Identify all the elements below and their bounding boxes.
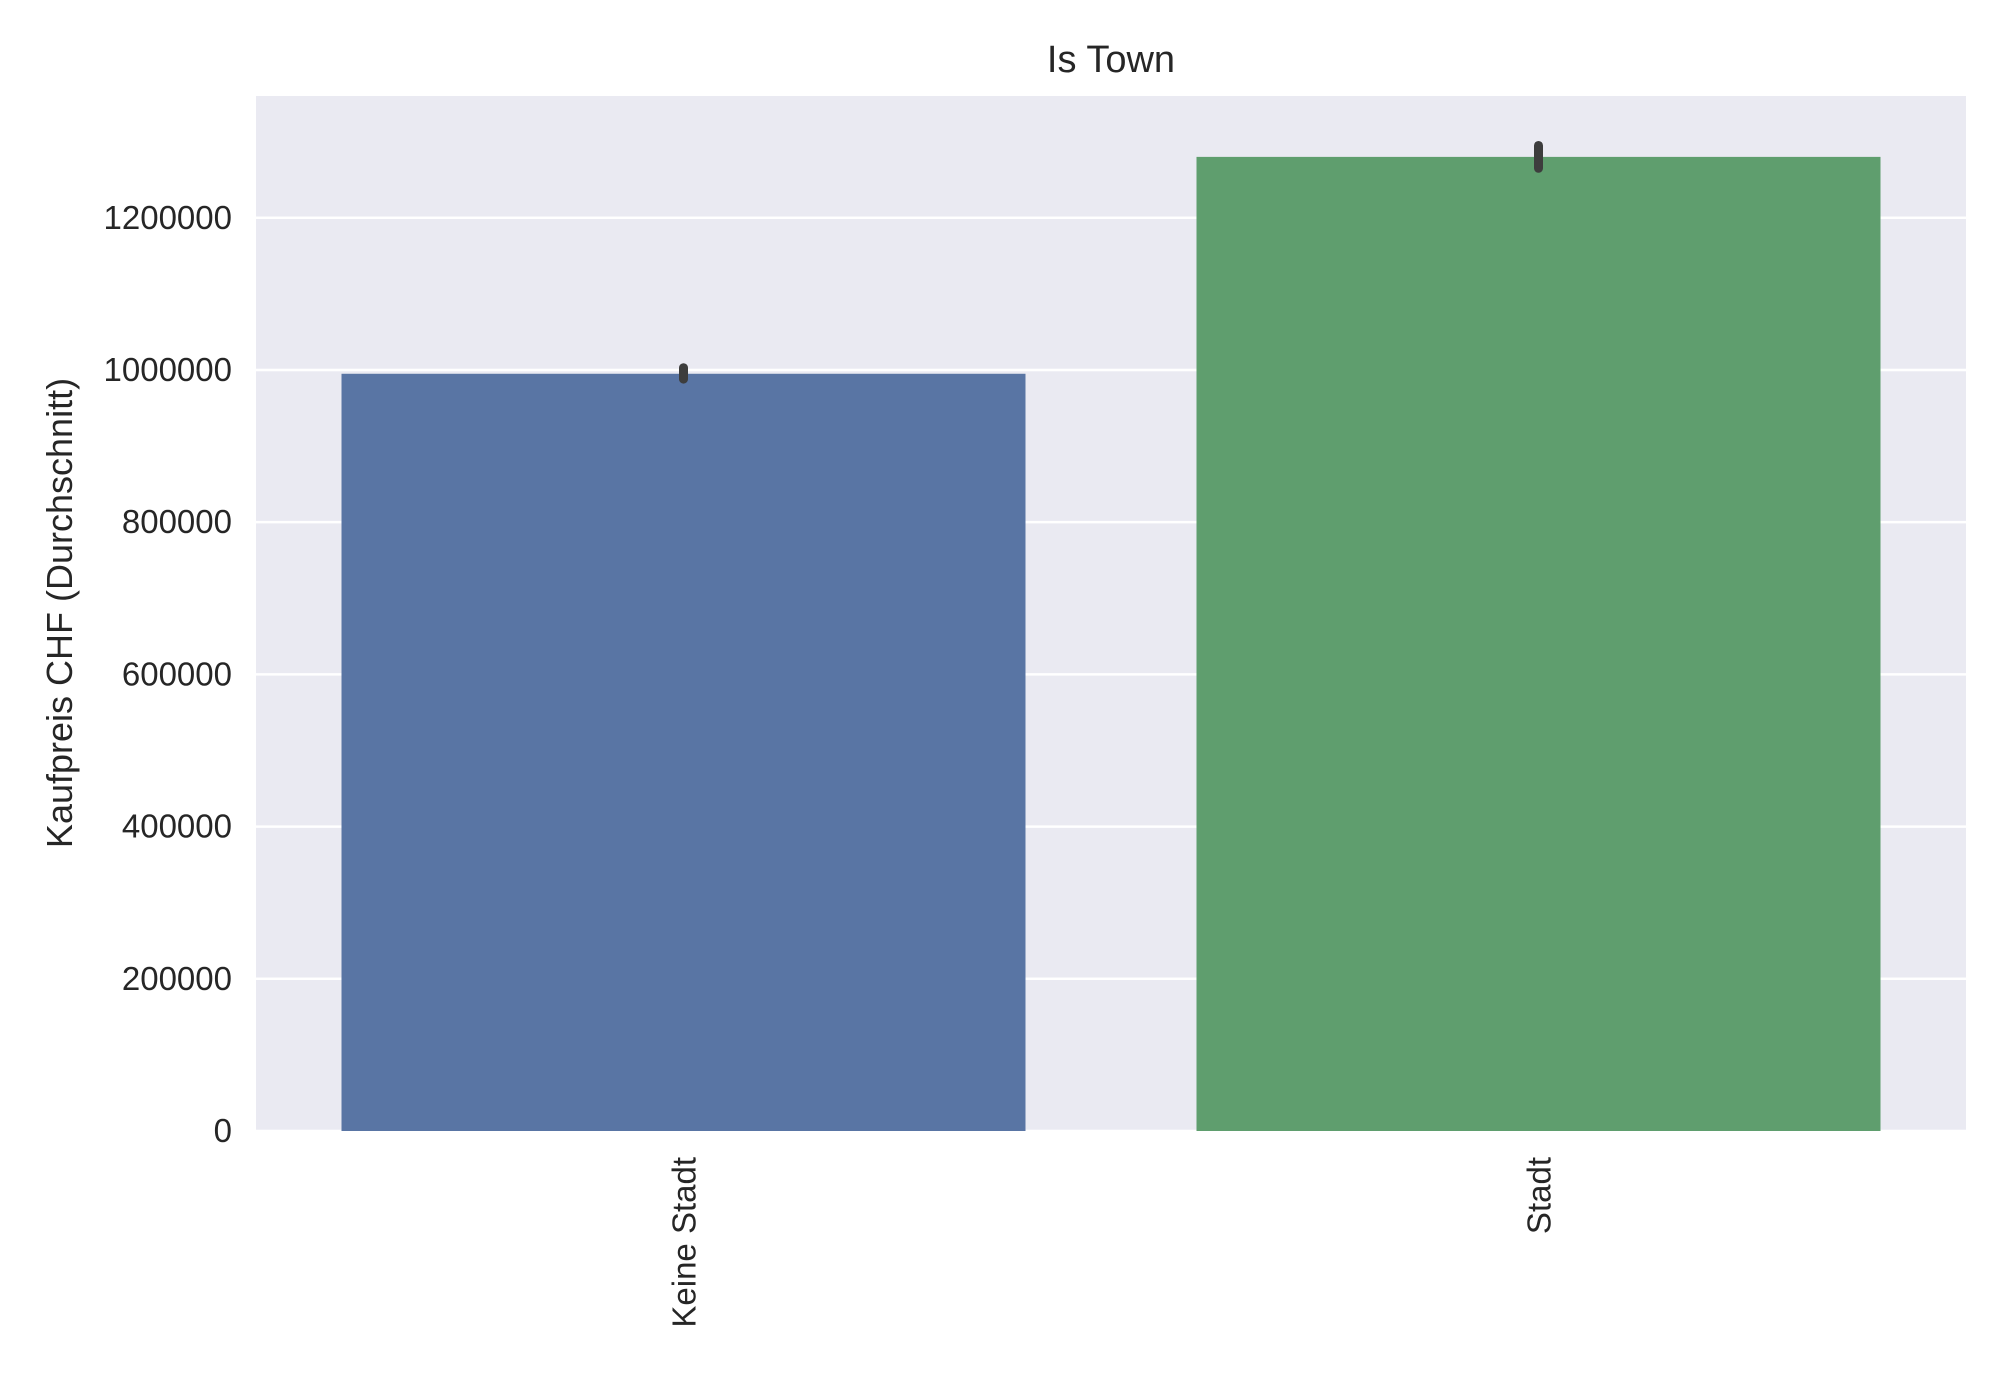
y-tick-label: 1200000 [104,199,232,236]
x-tick-label: Stadt [1521,1157,1558,1234]
bar-stadt [1196,156,1881,1132]
y-tick-label: 400000 [122,808,232,845]
y-tick-label: 200000 [122,960,232,997]
y-tick-label: 0 [214,1112,232,1149]
y-tick-label: 600000 [122,655,232,692]
x-tick-labels: Keine Stadt Stadt [666,1157,1558,1328]
y-tick-label: 800000 [122,503,232,540]
y-tick-label: 1000000 [104,351,232,388]
bar-keine-stadt [341,373,1026,1131]
y-axis-label: Kaufpreis CHF (Durchschnitt) [39,378,80,848]
error-bars [679,140,1543,384]
y-tick-labels: 0 200000 400000 600000 800000 1000000 1200000 [104,199,232,1149]
x-tick-label: Keine Stadt [666,1157,703,1328]
chart-title: Is Town [1047,39,1175,81]
bars [341,156,1881,1132]
